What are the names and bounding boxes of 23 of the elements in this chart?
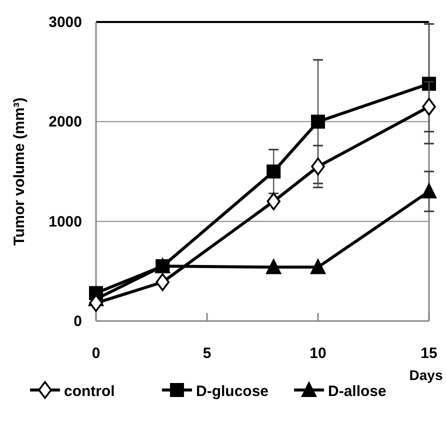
x-tick-label: 5 [202,345,212,362]
y-axis-title: Tumor volume (mm³) [11,97,28,246]
x-tick-label: 0 [92,345,100,362]
point [266,258,282,274]
y-tick-label: 0 [74,313,82,330]
y-tick-label: 1000 [48,213,82,230]
y-tick-label: 2000 [48,114,82,131]
y-tick-label: 3000 [48,14,82,31]
point [422,98,436,116]
point [156,259,170,274]
point [266,192,280,210]
point [421,182,437,198]
point [156,273,170,292]
point [310,258,326,274]
legend-label: control [64,383,115,400]
x-axis-title: Days [409,367,443,383]
point [266,164,281,178]
legend-label: D-allose [328,383,386,400]
point [311,158,325,176]
x-tick-label: 10 [310,345,326,362]
x-tick-label: 15 [420,345,438,362]
point [311,114,325,129]
legend-label: D-glucose [196,383,269,400]
